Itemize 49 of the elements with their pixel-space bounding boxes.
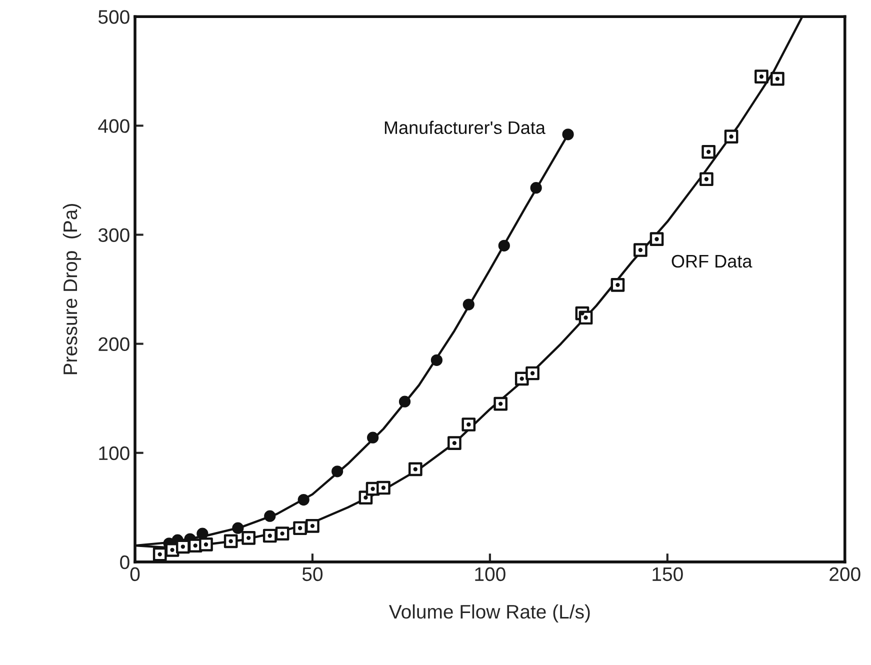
point	[634, 243, 648, 257]
point	[700, 172, 714, 186]
point	[462, 298, 474, 310]
point	[494, 396, 508, 411]
point	[770, 72, 784, 86]
point	[408, 462, 422, 476]
y-tick-label: 400	[98, 119, 130, 133]
point	[610, 278, 625, 292]
series-label: ORF Data	[672, 254, 752, 268]
x-axis-title: Volume Flow Rate (L/s)	[388, 604, 590, 622]
point	[298, 494, 310, 506]
point	[293, 521, 307, 536]
point	[530, 182, 542, 194]
point	[176, 540, 190, 554]
point	[306, 519, 320, 533]
point	[332, 466, 344, 478]
point	[498, 240, 510, 252]
point	[196, 528, 208, 540]
point	[754, 70, 768, 84]
point	[242, 531, 256, 545]
y-tick-label: 300	[98, 228, 130, 242]
point	[448, 436, 462, 450]
point	[152, 547, 167, 562]
x-tick-label: 200	[830, 567, 860, 582]
x-tick-label: 50	[302, 567, 323, 582]
point	[430, 354, 443, 366]
y-axis-title: Pressure Drop (Pa)	[62, 204, 82, 374]
point	[398, 396, 411, 408]
x-tick-label: 150	[652, 567, 683, 582]
point	[562, 128, 574, 140]
point	[367, 432, 379, 444]
x-tick-label: 0	[130, 567, 140, 582]
point	[724, 130, 738, 144]
x-tick-label: 100	[475, 567, 506, 582]
point	[275, 526, 290, 540]
point	[264, 510, 276, 522]
y-tick-label: 100	[99, 446, 130, 460]
point	[650, 232, 664, 246]
point	[462, 418, 476, 432]
point	[702, 144, 716, 159]
point	[578, 310, 593, 325]
point	[262, 528, 277, 543]
series-label: Manufacturer's Data	[384, 120, 546, 134]
y-tick-label: 200	[98, 337, 130, 352]
point	[526, 366, 540, 380]
y-tick-label: 500	[98, 10, 130, 24]
point	[224, 534, 238, 548]
point	[232, 522, 244, 534]
y-tick-label: 0	[120, 555, 130, 570]
